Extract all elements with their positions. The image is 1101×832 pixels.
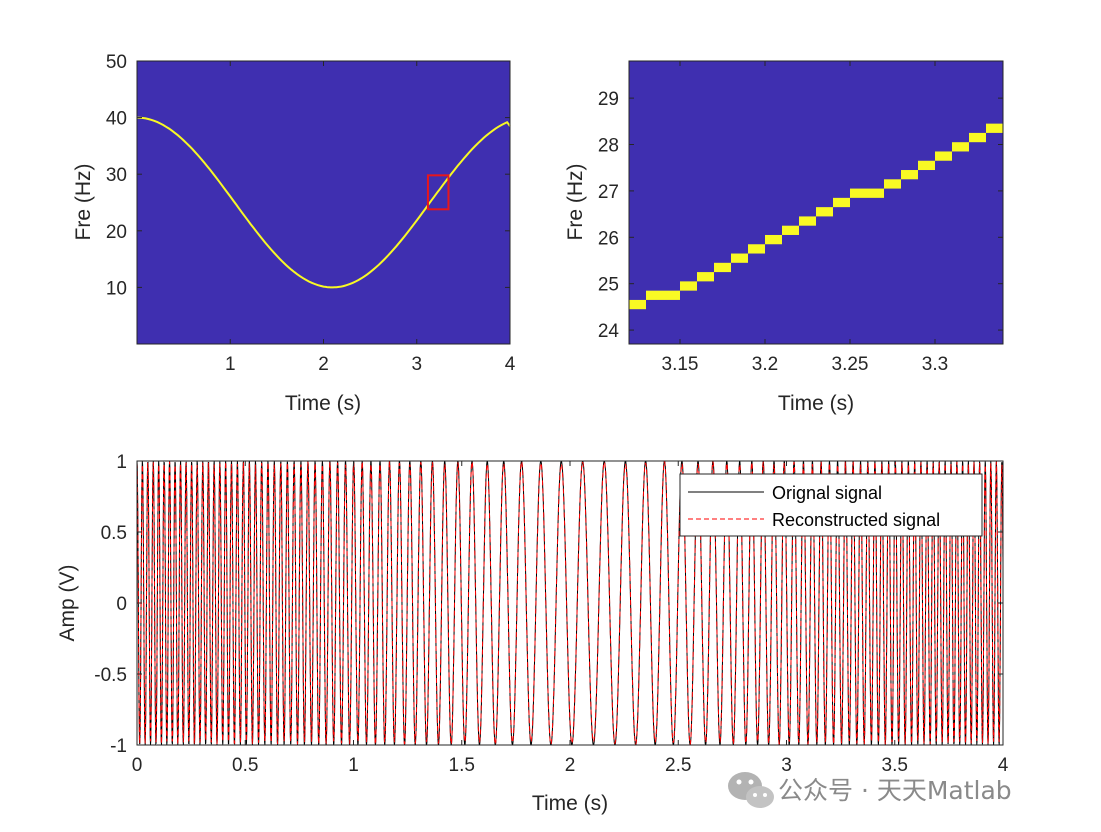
signal-x-ticks: 0 0.5 1 1.5 2 2.5 3 3.5 4 [132,461,1009,776]
x-tick-label: 1 [348,755,359,776]
ridge-cell [697,272,714,282]
tf-zoom-ridge-cells [629,123,1003,310]
ridge-cell [850,188,884,198]
legend-label-reconstructed: Reconstructed signal [772,510,940,530]
legend: Orignal signal Reconstructed signal [679,473,983,537]
x-tick-label: 3.5 [882,755,908,776]
watermark: 公众号 · 天天Matlab [728,772,1012,808]
x-tick-label: 3.3 [922,354,948,375]
y-tick-label: 50 [106,52,127,73]
ridge-cell [731,253,748,263]
tf-full-background [137,61,510,344]
legend-label-original: Orignal signal [772,483,882,503]
y-tick-label: 26 [598,228,619,249]
x-tick-label: 1 [225,354,236,375]
ridge-cell [799,216,816,226]
y-tick-label: 28 [598,136,619,157]
x-tick-label: 3 [411,354,422,375]
ridge-cell [782,225,799,235]
y-tick-label: 1 [116,452,127,473]
x-tick-label: 3.15 [662,354,699,375]
tf-full-ridge [136,116,511,289]
signal-y-ticks: -1 -0.5 0 0.5 1 [94,452,1003,757]
y-tick-label: 24 [598,321,620,342]
ridge-cell [748,244,765,254]
x-tick-label: 4 [505,354,516,375]
wechat-icon [728,772,774,808]
x-tick-label: 2 [565,755,576,776]
y-tick-label: 25 [598,275,619,296]
y-tick-label: 10 [106,278,127,299]
legend-box [679,473,983,537]
tf-full-plot: 1 2 3 4 10 20 30 40 50 Time (s) Fre (Hz) [72,52,516,415]
ridge-cell [833,197,850,208]
ridge-cell [884,179,901,189]
tf-full-y-ticks: 10 20 30 40 50 [106,52,510,299]
y-tick-label: -1 [110,736,127,757]
y-tick-label: 0.5 [101,523,127,544]
x-tick-label: 1.5 [449,755,475,776]
tf-zoom-y-ticks: 24 25 26 27 28 29 [598,89,1003,342]
y-tick-label: 30 [106,165,127,186]
y-tick-label: 0 [116,594,127,615]
y-tick-label: 20 [106,222,127,243]
y-tick-label: 40 [106,109,127,130]
signal-plot: 0 0.5 1 1.5 2 2.5 3 3.5 4 -1 -0.5 0 0.5 1 Time (s) A… [56,452,1009,815]
series-reconstructed-signal [137,461,1003,745]
ridge-cell [952,142,969,152]
ridge-cell [986,123,1003,133]
x-tick-label: 3 [781,755,792,776]
signal-ylabel: Amp (V) [56,564,79,641]
tf-zoom-x-ticks: 3.15 3.2 3.25 3.3 [662,61,948,375]
ridge-cell [765,234,782,245]
ridge-cell [935,151,952,161]
x-tick-label: 4 [998,755,1009,776]
ridge-cell [714,262,731,273]
tf-zoom-ylabel: Fre (Hz) [564,164,587,241]
x-tick-label: 3.25 [832,354,869,375]
y-tick-label: -0.5 [94,665,127,686]
tf-full-ylabel: Fre (Hz) [72,164,95,241]
watermark-text: 公众号 · 天天Matlab [778,776,1012,805]
ridge-cell [816,207,833,217]
ridge-cell [969,132,986,143]
tf-zoom-background [629,61,1003,344]
tf-zoom-axes-box [628,60,1004,345]
ridge-cell [901,170,918,180]
y-tick-label: 27 [598,182,619,203]
ridge-cell [629,299,646,310]
x-tick-label: 2 [318,354,329,375]
signal-xlabel: Time (s) [532,792,608,815]
tf-zoom-plot: 3.15 3.2 3.25 3.3 24 25 26 27 28 29 Time (s) Fre… [564,60,1004,415]
ridge-cell [646,290,680,300]
x-tick-label: 0 [132,755,143,776]
ridge-cell [918,160,935,171]
tf-full-xlabel: Time (s) [285,392,361,415]
zoom-region-box [426,174,450,211]
x-tick-label: 3.2 [752,354,778,375]
y-tick-label: 29 [598,89,619,110]
ridge-cell [680,281,697,291]
tf-full-x-ticks: 1 2 3 4 [225,61,516,375]
tf-zoom-xlabel: Time (s) [778,392,854,415]
x-tick-label: 0.5 [232,755,258,776]
x-tick-label: 2.5 [665,755,691,776]
